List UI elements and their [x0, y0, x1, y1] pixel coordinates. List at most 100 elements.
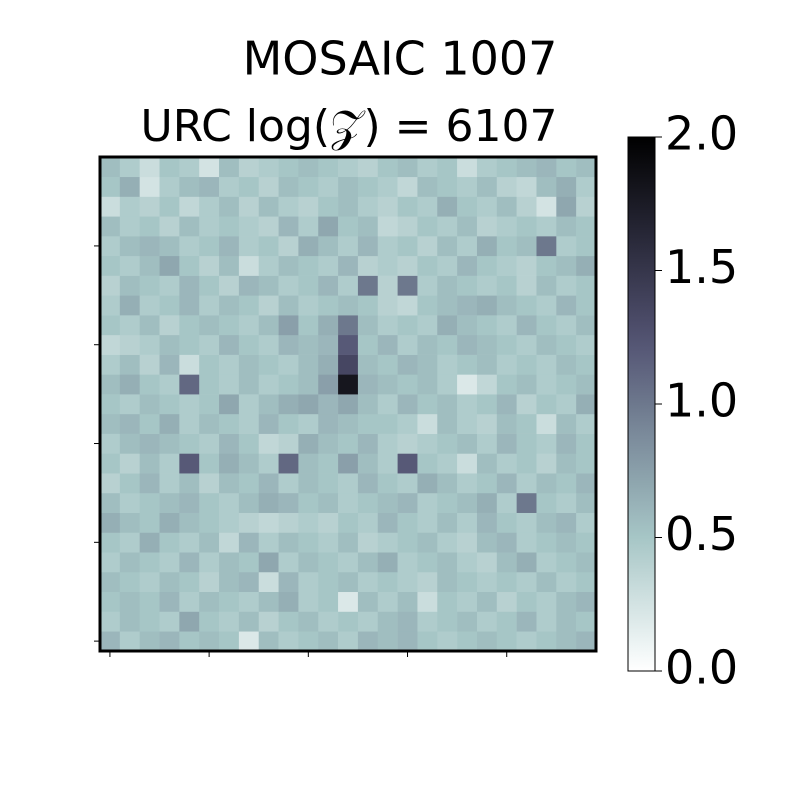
heatmap-cell	[318, 236, 339, 257]
heatmap-cell	[119, 196, 140, 217]
heatmap-cell	[338, 315, 359, 336]
heatmap-cell	[397, 354, 418, 375]
heatmap-cell	[437, 571, 458, 593]
heatmap-cell	[377, 394, 398, 415]
heatmap-cell	[476, 236, 498, 257]
heatmap-cell	[139, 334, 160, 355]
heatmap-cell	[496, 611, 517, 632]
heatmap-cell	[298, 275, 319, 296]
heatmap-cell	[397, 591, 418, 612]
heatmap-cell	[100, 552, 121, 573]
heatmap-cell	[536, 394, 557, 415]
heatmap-cell	[258, 591, 279, 612]
heatmap-cell	[417, 334, 438, 355]
heatmap-cell	[139, 611, 160, 632]
heatmap-cell	[397, 275, 418, 296]
heatmap-cell	[298, 492, 319, 513]
heatmap-cell	[179, 216, 200, 237]
heatmap-cell	[437, 255, 458, 276]
heatmap-cell	[516, 176, 537, 197]
heatmap-cell	[100, 354, 121, 375]
heatmap-cell	[219, 532, 240, 553]
heatmap-cell	[119, 295, 140, 316]
colorbar-tick-label: 2.0	[665, 107, 738, 161]
heatmap-cell	[437, 473, 458, 494]
heatmap-cell	[536, 255, 557, 276]
heatmap-cell	[278, 176, 299, 197]
heatmap-cell	[100, 453, 121, 474]
heatmap-cell	[516, 591, 537, 612]
heatmap-cell	[357, 433, 379, 454]
heatmap-cell	[219, 552, 240, 573]
heatmap-cell	[219, 473, 240, 494]
heatmap-cell	[318, 453, 339, 474]
heatmap-cell	[496, 354, 517, 375]
heatmap-cell	[476, 315, 498, 336]
heatmap-cell	[298, 591, 319, 612]
heatmap-cell	[417, 571, 438, 593]
heatmap-cell	[496, 196, 517, 217]
heatmap-cell	[119, 157, 140, 178]
heatmap-cell	[338, 295, 359, 316]
heatmap-cell	[258, 196, 279, 217]
heatmap-cell	[318, 591, 339, 612]
heatmap-cell	[476, 552, 498, 573]
heatmap-cell	[516, 433, 537, 454]
heatmap-cell	[258, 157, 279, 178]
heatmap-cell	[278, 532, 299, 553]
heatmap-cell	[119, 275, 140, 296]
heatmap-cell	[417, 552, 438, 573]
heatmap-cell	[139, 216, 160, 237]
heatmap-cell	[219, 413, 240, 434]
heatmap-cell	[119, 334, 140, 355]
heatmap-cell	[139, 354, 160, 375]
heatmap-cell	[457, 236, 478, 257]
heatmap-cell	[238, 196, 260, 217]
heatmap-cell	[298, 532, 319, 553]
heatmap-cell	[457, 512, 478, 533]
heatmap-cell	[159, 295, 180, 316]
heatmap-cell	[536, 275, 557, 296]
colorbar-tick-label: 0.5	[665, 507, 738, 561]
heatmap-cell	[258, 611, 279, 632]
heatmap-cell	[100, 216, 121, 237]
heatmap-cell	[199, 236, 220, 257]
heatmap-cell	[536, 334, 557, 355]
heatmap-cell	[417, 354, 438, 375]
heatmap-cell	[357, 453, 379, 474]
heatmap-cell	[377, 334, 398, 355]
heatmap-cell	[298, 315, 319, 336]
heatmap-cell	[457, 532, 478, 553]
heatmap-cell	[179, 176, 200, 197]
heatmap-cell	[457, 394, 478, 415]
heatmap-cell	[437, 354, 458, 375]
heatmap-cell	[139, 512, 160, 533]
heatmap-cell	[417, 295, 438, 316]
heatmap-cell	[457, 591, 478, 612]
heatmap-cell	[159, 512, 180, 533]
heatmap-cell	[179, 512, 200, 533]
heatmap-cell	[377, 374, 398, 395]
heatmap-cell	[238, 552, 260, 573]
heatmap-cell	[397, 552, 418, 573]
heatmap-cell	[377, 591, 398, 612]
heatmap-cell	[476, 157, 498, 178]
heatmap-cell	[437, 433, 458, 454]
heatmap-cell	[397, 196, 418, 217]
heatmap-cell	[159, 196, 180, 217]
heatmap-cell	[476, 571, 498, 593]
heatmap-cell	[278, 492, 299, 513]
heatmap-cell	[437, 512, 458, 533]
heatmap-cell	[457, 295, 478, 316]
colorbar-tick-label: 1.0	[665, 374, 738, 428]
heatmap-cell	[496, 394, 517, 415]
heatmap-cell	[397, 315, 418, 336]
heatmap-cell	[278, 571, 299, 593]
heatmap-cell	[556, 216, 577, 237]
heatmap-cell	[496, 473, 517, 494]
heatmap-cell	[119, 571, 140, 593]
heatmap-cell	[119, 492, 140, 513]
heatmap-cell	[457, 275, 478, 296]
heatmap-cell	[100, 236, 121, 257]
heatmap-cell	[199, 334, 220, 355]
